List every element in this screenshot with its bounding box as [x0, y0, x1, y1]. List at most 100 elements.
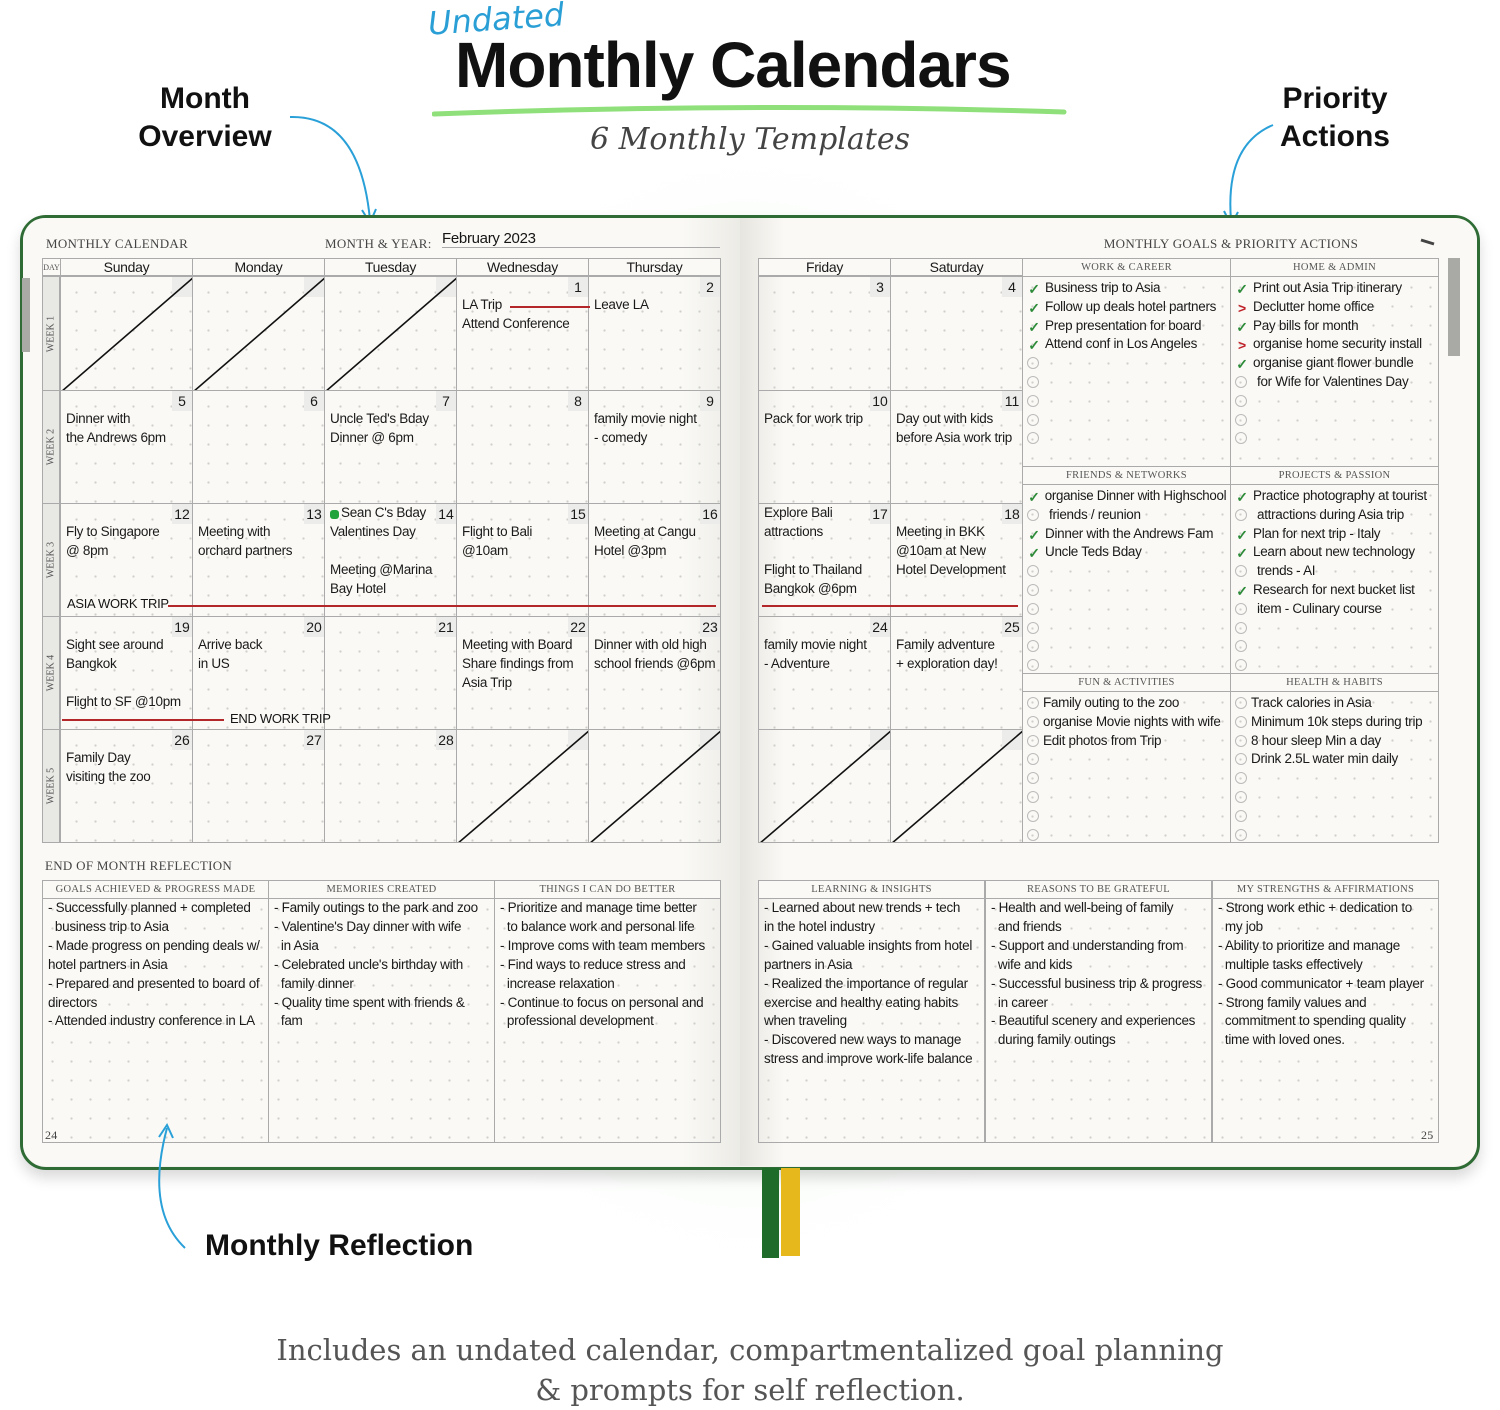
goal-item[interactable]: ✓ Learn about new technology [1235, 542, 1415, 561]
check-icon[interactable]: ✓ [1236, 545, 1248, 562]
calendar-day-cell[interactable]: 10 Pack for work trip [758, 390, 891, 504]
calendar-day-cell[interactable]: 7 Uncle Ted's Bday Dinner @ 6pm [324, 390, 457, 504]
circle-checkbox-icon[interactable] [1027, 602, 1039, 615]
calendar-day-cell[interactable]: 1 LA Trip Attend Conference [456, 276, 589, 391]
calendar-day-cell[interactable] [192, 276, 325, 391]
goal-item[interactable]: Track calories in Asia [1235, 693, 1372, 712]
calendar-day-cell[interactable]: 24 family movie night - Adventure [758, 616, 891, 730]
circle-checkbox-icon[interactable] [1027, 565, 1039, 578]
migrate-arrow-icon[interactable]: > [1238, 337, 1246, 354]
circle-checkbox-icon[interactable] [1027, 376, 1039, 388]
calendar-day-cell[interactable]: 20 Arrive back in US [192, 616, 325, 730]
goal-item[interactable]: organise Movie nights with wife [1027, 712, 1221, 731]
goal-item[interactable]: > Declutter home office [1235, 297, 1374, 316]
calendar-day-cell[interactable]: 2 Leave LA [588, 276, 721, 391]
check-icon[interactable]: ✓ [1028, 489, 1040, 505]
goal-item[interactable] [1027, 825, 1043, 844]
goal-item[interactable] [1027, 655, 1043, 674]
check-icon[interactable]: ✓ [1028, 545, 1040, 562]
check-icon[interactable]: ✓ [1236, 318, 1248, 335]
goal-item[interactable]: > organise home security install [1235, 334, 1422, 353]
circle-checkbox-icon[interactable] [1027, 584, 1039, 596]
goal-item[interactable] [1235, 636, 1251, 655]
calendar-day-cell[interactable]: 25 Family adventure + exploration day! [890, 616, 1023, 730]
goal-item[interactable]: ✓ Uncle Teds Bday [1027, 542, 1142, 561]
circle-checkbox-icon[interactable] [1027, 734, 1039, 747]
goal-item[interactable] [1235, 768, 1251, 787]
goal-item[interactable] [1235, 655, 1251, 674]
circle-checkbox-icon[interactable] [1235, 432, 1247, 445]
calendar-day-cell[interactable]: 14 Sean C's Bday Valentines Day Meeting @Ma… [324, 503, 457, 617]
check-icon[interactable]: ✓ [1236, 356, 1248, 373]
check-icon[interactable]: ✓ [1028, 281, 1040, 297]
check-icon[interactable]: ✓ [1028, 337, 1040, 354]
goal-item[interactable] [1027, 428, 1043, 447]
circle-checkbox-icon[interactable] [1235, 734, 1247, 747]
check-icon[interactable]: ✓ [1236, 281, 1248, 297]
goal-item[interactable] [1027, 580, 1043, 599]
goal-item[interactable] [1235, 618, 1251, 637]
goal-item[interactable] [1235, 410, 1251, 429]
circle-checkbox-icon[interactable] [1027, 394, 1039, 407]
goal-item[interactable]: friends / reunion [1027, 505, 1141, 524]
goal-item[interactable]: Minimum 10k steps during trip [1235, 712, 1423, 731]
calendar-day-cell[interactable]: 22 Meeting with Board Share findings from A… [456, 616, 589, 730]
calendar-day-cell[interactable]: 27 [192, 729, 325, 843]
check-icon[interactable]: ✓ [1028, 526, 1040, 543]
goal-item[interactable] [1235, 787, 1251, 806]
goal-item[interactable]: Drink 2.5L water min daily [1235, 749, 1398, 768]
migrate-arrow-icon[interactable]: > [1238, 299, 1246, 316]
circle-checkbox-icon[interactable] [1235, 621, 1247, 634]
goal-item[interactable]: item - Culinary course [1235, 599, 1382, 618]
goal-item[interactable] [1235, 428, 1251, 447]
reflection-section[interactable]: REASONS TO BE GRATEFUL - Health and well-… [985, 880, 1212, 1143]
circle-checkbox-icon[interactable] [1235, 772, 1247, 785]
circle-checkbox-icon[interactable] [1235, 715, 1247, 728]
goal-item[interactable] [1027, 618, 1043, 637]
calendar-day-cell[interactable]: 19 Sight see around Bangkok Flight to SF @1… [60, 616, 193, 730]
circle-checkbox-icon[interactable] [1027, 640, 1039, 653]
calendar-day-cell[interactable]: 23 Dinner with old high school friends @6p… [588, 616, 721, 730]
circle-checkbox-icon[interactable] [1235, 659, 1247, 672]
goal-item[interactable] [1235, 391, 1251, 410]
check-icon[interactable]: ✓ [1028, 318, 1040, 335]
check-icon[interactable]: ✓ [1236, 583, 1248, 599]
goal-item[interactable] [1027, 636, 1043, 655]
calendar-day-cell[interactable]: 12 Fly to Singapore @ 8pm [60, 503, 193, 617]
goal-item[interactable]: ✓ Dinner with the Andrews Fam [1027, 524, 1213, 543]
calendar-day-cell[interactable] [758, 729, 891, 843]
circle-checkbox-icon[interactable] [1235, 508, 1247, 521]
check-icon[interactable]: ✓ [1028, 299, 1040, 316]
goal-item[interactable]: ✓ Practice photography at tourist [1235, 486, 1427, 505]
goal-item[interactable]: ✓ Follow up deals hotel partners [1027, 297, 1216, 316]
circle-checkbox-icon[interactable] [1027, 697, 1039, 709]
circle-checkbox-icon[interactable] [1235, 697, 1247, 709]
circle-checkbox-icon[interactable] [1027, 828, 1039, 841]
check-icon[interactable]: ✓ [1236, 526, 1248, 543]
goal-item[interactable]: ✓ Business trip to Asia [1027, 278, 1160, 297]
goal-item[interactable]: ✓ Pay bills for month [1235, 316, 1358, 335]
calendar-day-cell[interactable] [588, 729, 721, 843]
calendar-day-cell[interactable] [324, 276, 457, 391]
goal-item[interactable] [1027, 599, 1043, 618]
circle-checkbox-icon[interactable] [1027, 715, 1039, 728]
circle-checkbox-icon[interactable] [1235, 602, 1247, 615]
goal-item[interactable]: ✓ Print out Asia Trip itinerary [1235, 278, 1402, 297]
goal-item[interactable]: trends - AI [1235, 561, 1316, 580]
goal-item[interactable] [1235, 825, 1251, 844]
calendar-day-cell[interactable]: 17 Explore Bali attractions Flight to Thail… [758, 503, 891, 617]
circle-checkbox-icon[interactable] [1235, 791, 1247, 803]
calendar-day-cell[interactable]: 8 [456, 390, 589, 504]
goal-item[interactable] [1027, 372, 1043, 391]
circle-checkbox-icon[interactable] [1027, 432, 1039, 445]
calendar-day-cell[interactable]: 11 Day out with kids before Asia work trip [890, 390, 1023, 504]
goal-item[interactable]: ✓ Prep presentation for board [1027, 316, 1201, 335]
calendar-day-cell[interactable]: 15 Flight to Bali @10am [456, 503, 589, 617]
calendar-day-cell[interactable]: 9 family movie night - comedy [588, 390, 721, 504]
circle-checkbox-icon[interactable] [1027, 772, 1039, 785]
goal-item[interactable]: ✓ organise Dinner with Highschool [1027, 486, 1226, 505]
circle-checkbox-icon[interactable] [1027, 791, 1039, 803]
calendar-day-cell[interactable] [60, 276, 193, 391]
circle-checkbox-icon[interactable] [1235, 413, 1247, 426]
calendar-day-cell[interactable]: 3 [758, 276, 891, 391]
